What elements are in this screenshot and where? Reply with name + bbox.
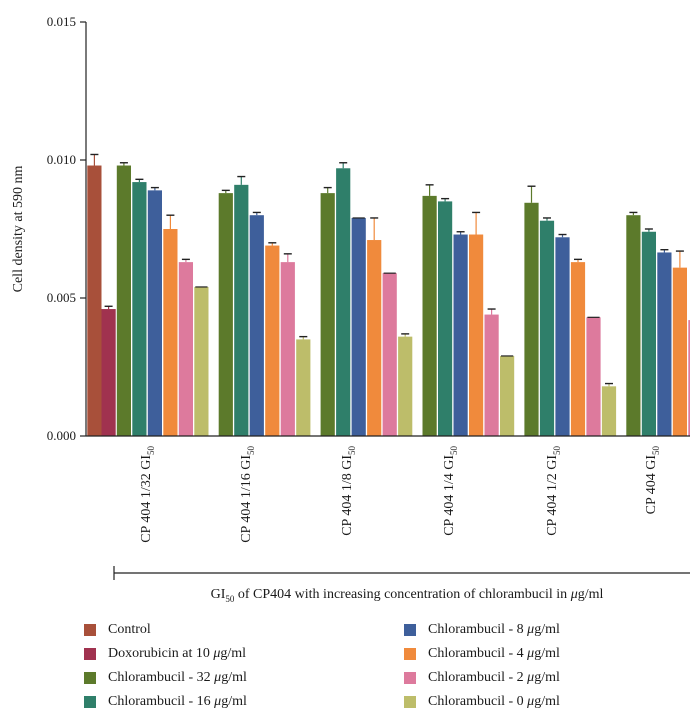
legend-label: Chlorambucil - 8 μg/ml	[428, 622, 560, 637]
bar-series-5-group-3	[500, 355, 515, 436]
y-tick-label: 0.005	[47, 290, 76, 305]
bar-series-4-group-4	[586, 317, 601, 436]
bar-series-0-group-4	[524, 202, 539, 436]
legend-swatch	[84, 648, 96, 660]
bar-series-3-group-4	[570, 262, 586, 436]
legend-swatch	[404, 624, 416, 636]
legend-label: Chlorambucil - 4 μg/ml	[428, 646, 560, 661]
x-tick-label: CP 404 GI50	[644, 446, 661, 515]
bar-series-2-group-0	[147, 190, 162, 436]
legend-label: Chlorambucil - 32 μg/ml	[108, 670, 247, 685]
bar-series-0-group-1	[218, 193, 233, 436]
y-tick-label: 0.000	[47, 428, 76, 443]
legend-item: Chlorambucil - 0 μg/ml	[404, 692, 560, 712]
x-axis-title-text: GI50 of CP404 with increasing concentrat…	[211, 587, 604, 604]
legend-label: Chlorambucil - 2 μg/ml	[428, 670, 560, 685]
bar-series-0-group-5	[626, 215, 641, 436]
bar-series-2-group-2	[351, 217, 366, 436]
legend-item: Chlorambucil - 32 μg/ml	[84, 668, 247, 688]
bar-series-0-group-2	[320, 193, 335, 436]
x-tick-label: CP 404 1/2 GI50	[545, 446, 562, 536]
x-tick-label: CP 404 1/8 GI50	[340, 446, 357, 536]
legend-swatch	[404, 648, 416, 660]
bar-series-3-group-2	[367, 240, 382, 436]
y-tick-label: 0.015	[47, 14, 76, 29]
bar-series-2-group-1	[249, 215, 264, 436]
legend-label: Chlorambucil - 16 μg/ml	[108, 694, 247, 709]
bars	[86, 153, 690, 437]
bar-series-2-group-5	[657, 252, 672, 436]
bar-series-4-group-3	[484, 314, 499, 436]
x-tick-label: CP 404 1/16 GI50	[239, 446, 256, 543]
legend-label: Doxorubicin at 10 μg/ml	[108, 646, 247, 661]
bar-series-1-group-0	[132, 182, 147, 436]
legend-swatch	[84, 672, 96, 684]
bar-series-5-group-4	[601, 386, 617, 436]
legend-item: Doxorubicin at 10 μg/ml	[84, 644, 246, 664]
legend-item: Chlorambucil - 8 μg/ml	[404, 620, 560, 640]
bar-series-5-group-1	[296, 339, 311, 436]
bar-series-1-group-5	[641, 231, 656, 436]
bar-series-3-group-1	[265, 245, 280, 436]
bar-series-0-group-3	[422, 195, 437, 436]
bar-series-4-group-1	[280, 262, 295, 436]
bar-series-1-group-1	[234, 184, 249, 436]
bar-series-3-group-5	[672, 267, 687, 436]
y-axis-label: Cell density at 590 nm	[11, 166, 26, 293]
bar-series-4-group-5	[688, 320, 690, 436]
bar-series-4-group-2	[382, 273, 397, 436]
x-axis-title: GI50 of CP404 with increasing concentrat…	[113, 566, 690, 604]
bar-chart: 0.000 0.005 0.010 0.015 Cell density at 590 …	[11, 14, 690, 604]
bar-series-1-group-4	[539, 220, 555, 436]
bar-series-1-group-3	[438, 201, 453, 436]
bar-series-5-group-2	[398, 336, 413, 436]
bar-control	[87, 165, 102, 436]
legend-label: Chlorambucil - 0 μg/ml	[428, 694, 560, 709]
bar-series-2-group-3	[453, 234, 468, 436]
bar-series-1-group-2	[336, 168, 351, 436]
y-tick-label: 0.010	[47, 152, 76, 167]
legend-swatch	[84, 624, 96, 636]
legend-swatch	[84, 696, 96, 708]
legend-item: Chlorambucil - 16 μg/ml	[84, 692, 247, 712]
bar-series-0-group-0	[116, 165, 131, 436]
legend-item: Chlorambucil - 4 μg/ml	[404, 644, 560, 664]
x-tick-label: CP 404 1/4 GI50	[442, 446, 459, 536]
y-axis: 0.000 0.005 0.010 0.015 Cell density at 590 …	[11, 14, 87, 443]
legend-item: Chlorambucil - 2 μg/ml	[404, 668, 560, 688]
bar-series-3-group-0	[163, 229, 178, 436]
bar-series-5-group-0	[194, 286, 209, 436]
legend-item: Control	[84, 620, 151, 640]
bar-series-4-group-0	[178, 262, 193, 436]
x-tick-label: CP 404 1/32 GI50	[139, 446, 156, 543]
legend: Control Doxorubicin at 10 μg/ml Chlorambuc…	[84, 620, 684, 716]
bar-doxorubicin	[101, 309, 116, 436]
x-tick-labels: CP 404 1/32 GI50 CP 404 1/16 GI50 CP 404 1…	[139, 446, 661, 543]
legend-label: Control	[108, 622, 151, 637]
bar-series-3-group-3	[469, 234, 484, 436]
bar-series-2-group-4	[555, 237, 570, 436]
legend-swatch	[404, 696, 416, 708]
legend-swatch	[404, 672, 416, 684]
